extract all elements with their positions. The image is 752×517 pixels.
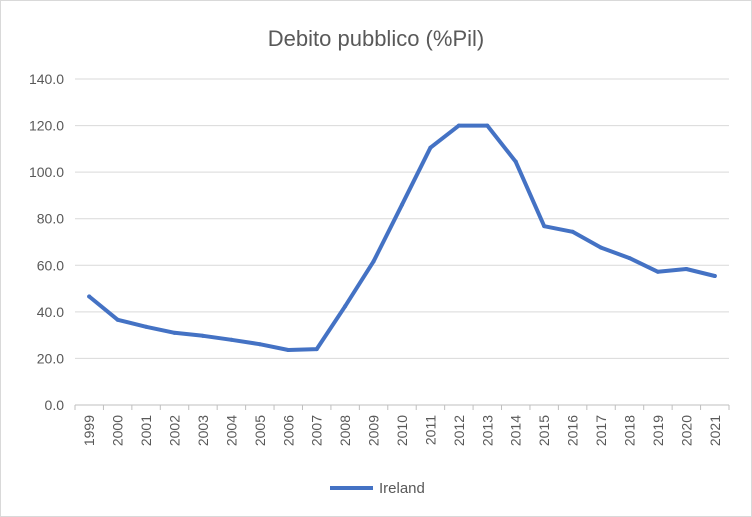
x-tick-label: 2007	[309, 415, 325, 446]
y-axis: 0.0 20.0 40.0 60.0 80.0 100.0 120.0 140.0	[29, 71, 64, 413]
data-point	[286, 348, 291, 353]
data-point	[172, 330, 177, 335]
x-tick-label: 1999	[81, 415, 97, 446]
data-point	[684, 267, 689, 272]
data-point	[712, 273, 717, 278]
series-layer	[87, 123, 717, 353]
x-tick-label: 2016	[565, 415, 581, 446]
x-tick-label: 2009	[366, 415, 382, 446]
legend-label-ireland: Ireland	[379, 480, 425, 497]
chart-title: Debito pubblico (%Pil)	[268, 26, 484, 51]
data-point	[627, 256, 632, 261]
y-tick-label: 100.0	[29, 164, 64, 180]
data-point	[314, 347, 319, 352]
data-point	[115, 317, 120, 322]
x-tick-label: 2015	[536, 415, 552, 446]
x-tick-label: 2004	[223, 415, 239, 446]
data-point	[257, 342, 262, 347]
x-tick-label: 2006	[280, 415, 296, 446]
x-tick-label: 2001	[138, 415, 154, 446]
y-tick-label: 140.0	[29, 71, 64, 87]
data-point	[400, 202, 404, 207]
data-point	[87, 294, 92, 299]
data-point	[655, 269, 660, 274]
x-tick-label: 2010	[394, 415, 410, 446]
data-point	[513, 159, 518, 164]
y-tick-label: 40.0	[37, 304, 64, 320]
x-tick-label: 2017	[593, 415, 609, 446]
x-tick-label: 2021	[707, 415, 723, 446]
data-point	[542, 224, 547, 229]
data-point	[428, 145, 433, 150]
data-point	[144, 324, 149, 329]
x-axis: 1999 2000 2001 2002 2003 2004 2005 2006 2007 2008…	[74, 405, 730, 446]
data-point	[371, 259, 376, 264]
y-tick-label: 80.0	[37, 211, 64, 227]
series-line-ireland	[87, 123, 717, 352]
gridlines	[75, 78, 729, 406]
y-tick-label: 20.0	[37, 350, 64, 366]
x-tick-label: 2018	[621, 415, 637, 446]
data-point	[599, 245, 604, 250]
data-point	[343, 304, 348, 309]
data-point	[229, 337, 234, 342]
x-tick-label: 2008	[337, 415, 353, 446]
data-point	[456, 123, 461, 128]
x-tick-label: 2012	[451, 415, 467, 446]
data-point	[200, 333, 205, 338]
x-tick-label: 2014	[508, 415, 524, 446]
x-tick-label: 2020	[678, 415, 694, 446]
y-tick-label: 0.0	[45, 397, 65, 413]
y-tick-label: 60.0	[37, 257, 64, 273]
data-point	[485, 123, 490, 128]
x-tick-label: 2002	[167, 415, 183, 446]
x-tick-label: 2003	[195, 415, 211, 446]
x-tick-label: 2011	[422, 415, 438, 445]
legend: Ireland	[330, 480, 425, 497]
x-tick-label: 2005	[252, 415, 268, 446]
y-tick-label: 120.0	[29, 118, 64, 134]
x-tick-label: 2013	[479, 415, 495, 446]
data-point	[570, 229, 575, 234]
x-tick-label: 2000	[110, 415, 126, 446]
x-tick-label: 2019	[650, 415, 666, 446]
